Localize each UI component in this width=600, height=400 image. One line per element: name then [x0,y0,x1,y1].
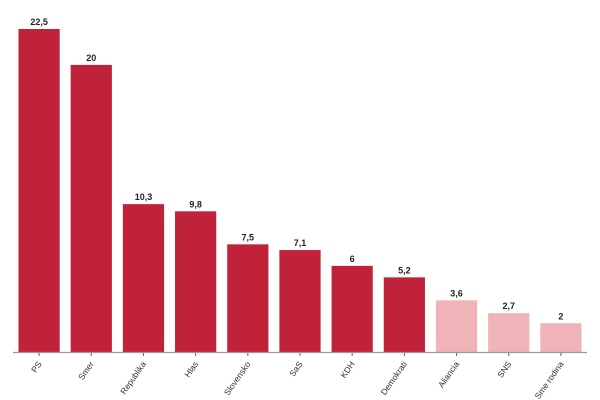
x-tick-label: KDH [338,359,356,379]
bar [122,204,165,352]
bar [227,244,269,352]
bar [18,29,60,352]
x-tick-label: Slovensko [222,359,253,397]
x-tick-label: Sme rodina [532,359,565,400]
x-tick-label: Demokrati [379,359,409,397]
bar [331,265,373,352]
x-tick-label: Aliancia [436,359,461,389]
bar [488,313,530,352]
data-label: 22,5 [30,17,48,27]
data-label: 3,6 [450,288,463,298]
bar [279,250,321,352]
data-label: 2 [558,311,563,321]
data-label: 7,5 [242,232,255,242]
x-tick-label: Smer [76,359,96,382]
x-tick-label: Republika [118,359,148,396]
x-tick-label: PS [29,359,44,374]
x-tick-label: SNS [495,359,513,379]
bar [175,211,217,352]
bar [383,277,425,352]
data-label: 20 [86,53,96,63]
bar [435,300,478,352]
x-tick-label: Hlas [182,359,200,379]
data-label: 2,7 [502,301,515,311]
x-tick-label: SaS [287,359,305,378]
data-label: 10,3 [135,192,153,202]
bar [540,323,582,352]
bar [70,64,112,352]
data-label: 6 [350,254,355,264]
data-label: 9,8 [189,199,202,209]
data-label: 7,1 [294,238,307,248]
data-label: 5,2 [398,265,411,275]
